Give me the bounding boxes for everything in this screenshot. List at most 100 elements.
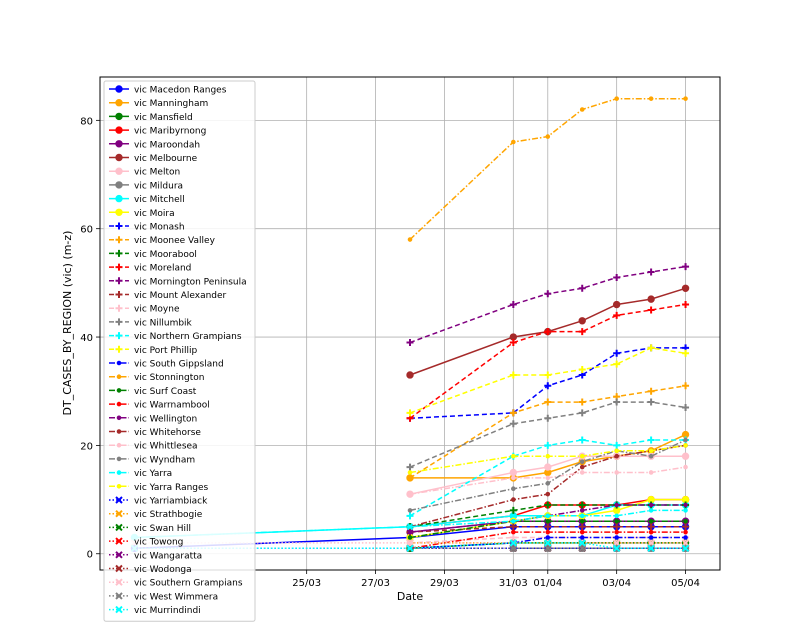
legend-marker [115, 537, 123, 545]
legend-item: vic Port Phillip [109, 346, 197, 356]
legend-label: vic Yarriambiack [134, 497, 208, 507]
data-point [544, 539, 552, 547]
legend-marker [116, 442, 122, 448]
data-point [648, 96, 654, 101]
data-point [579, 529, 585, 535]
series-vic-murrindindi [130, 539, 690, 553]
data-point [509, 420, 517, 428]
series-vic-mornington-peninsula [406, 263, 690, 346]
legend-label: vic Stonnington [134, 373, 204, 383]
legend-label: vic Strathbogie [134, 510, 203, 520]
legend-label: vic Melbourne [134, 154, 198, 164]
data-point [682, 263, 690, 271]
data-point [683, 518, 688, 524]
data-point [614, 453, 619, 459]
legend: vic Macedon Ranges vic Manningham vic Mans… [103, 80, 256, 622]
legend-item: vic Whitehorse [109, 428, 201, 438]
legend-marker [115, 304, 123, 312]
data-point [647, 398, 655, 406]
data-point [578, 523, 586, 531]
data-point [544, 463, 552, 471]
data-point [647, 306, 655, 314]
data-point [647, 544, 655, 553]
legend-item: vic Melbourne [109, 153, 198, 164]
data-point [544, 382, 552, 390]
legend-label: vic Melton [134, 168, 180, 178]
data-point [509, 371, 517, 379]
data-point [578, 284, 586, 292]
data-point [544, 544, 552, 553]
data-point [647, 268, 655, 276]
legend-marker [115, 263, 123, 271]
legend-label: vic West Wimmera [134, 592, 218, 602]
x-tick-label: 31/03 [499, 578, 528, 589]
data-point [545, 481, 551, 486]
data-point [612, 544, 621, 553]
legend-label: vic Swan Hill [134, 524, 191, 534]
legend-label: vic Wellington [134, 414, 197, 424]
legend-marker [115, 509, 123, 518]
data-point [545, 529, 551, 535]
data-point [613, 360, 621, 368]
legend-marker [116, 401, 122, 407]
data-point [509, 523, 517, 531]
data-point [647, 539, 655, 547]
data-point [511, 453, 516, 459]
legend-item: vic Yarriambiack [109, 496, 208, 507]
legend-marker [115, 277, 123, 285]
data-point [647, 436, 655, 444]
data-point [681, 539, 690, 547]
data-point [681, 284, 690, 292]
data-point [613, 273, 621, 281]
data-point [406, 544, 414, 553]
data-point [544, 328, 552, 336]
data-point [579, 470, 585, 475]
data-point [683, 464, 688, 470]
legend-label: vic Towong [134, 538, 183, 548]
data-point [579, 453, 585, 459]
legend-item: vic Whittlesea [109, 442, 198, 452]
legend-item: vic West Wimmera [109, 592, 218, 602]
legend-item: vic Stonnington [109, 373, 204, 383]
data-point [682, 403, 690, 411]
legend-marker [115, 291, 123, 298]
data-point [511, 497, 516, 502]
data-point [579, 518, 585, 524]
legend-label: vic Whitehorse [134, 428, 201, 438]
y-tick-label: 40 [80, 333, 93, 344]
data-point [509, 468, 518, 477]
data-point [579, 513, 585, 519]
legend-marker [115, 140, 123, 148]
x-tick-label: 01/04 [533, 578, 562, 589]
legend-label: vic Mornington Peninsula [134, 277, 247, 287]
y-axis-label: DT_CASES_BY_REGION (vic) (m-z) [61, 231, 74, 416]
legend-marker [115, 551, 123, 559]
legend-label: vic Macedon Ranges [134, 86, 227, 96]
data-point [578, 398, 586, 406]
legend-item: vic Mitchell [109, 194, 185, 205]
legend-marker [115, 318, 123, 326]
data-point [511, 475, 516, 481]
data-point [544, 371, 552, 379]
data-point [683, 437, 688, 443]
legend-item: vic Manningham [109, 99, 208, 109]
x-tick-label: 05/04 [671, 578, 700, 589]
data-point [682, 523, 690, 531]
series-line [134, 542, 686, 550]
data-point [509, 338, 517, 346]
data-point [544, 441, 552, 449]
data-point [648, 535, 654, 540]
x-tick-label: 29/03 [430, 578, 459, 589]
legend-label: vic Mitchell [134, 195, 185, 205]
legend-marker [115, 208, 123, 217]
data-point [579, 464, 585, 470]
data-point [613, 311, 621, 319]
legend-label: vic Warrnambool [134, 401, 210, 411]
legend-item: vic Mornington Peninsula [109, 277, 247, 287]
legend-item: vic Moonee Valley [109, 236, 216, 246]
y-tick-label: 80 [80, 116, 93, 127]
data-point [545, 134, 551, 139]
data-point [683, 443, 688, 448]
data-point [648, 529, 654, 535]
